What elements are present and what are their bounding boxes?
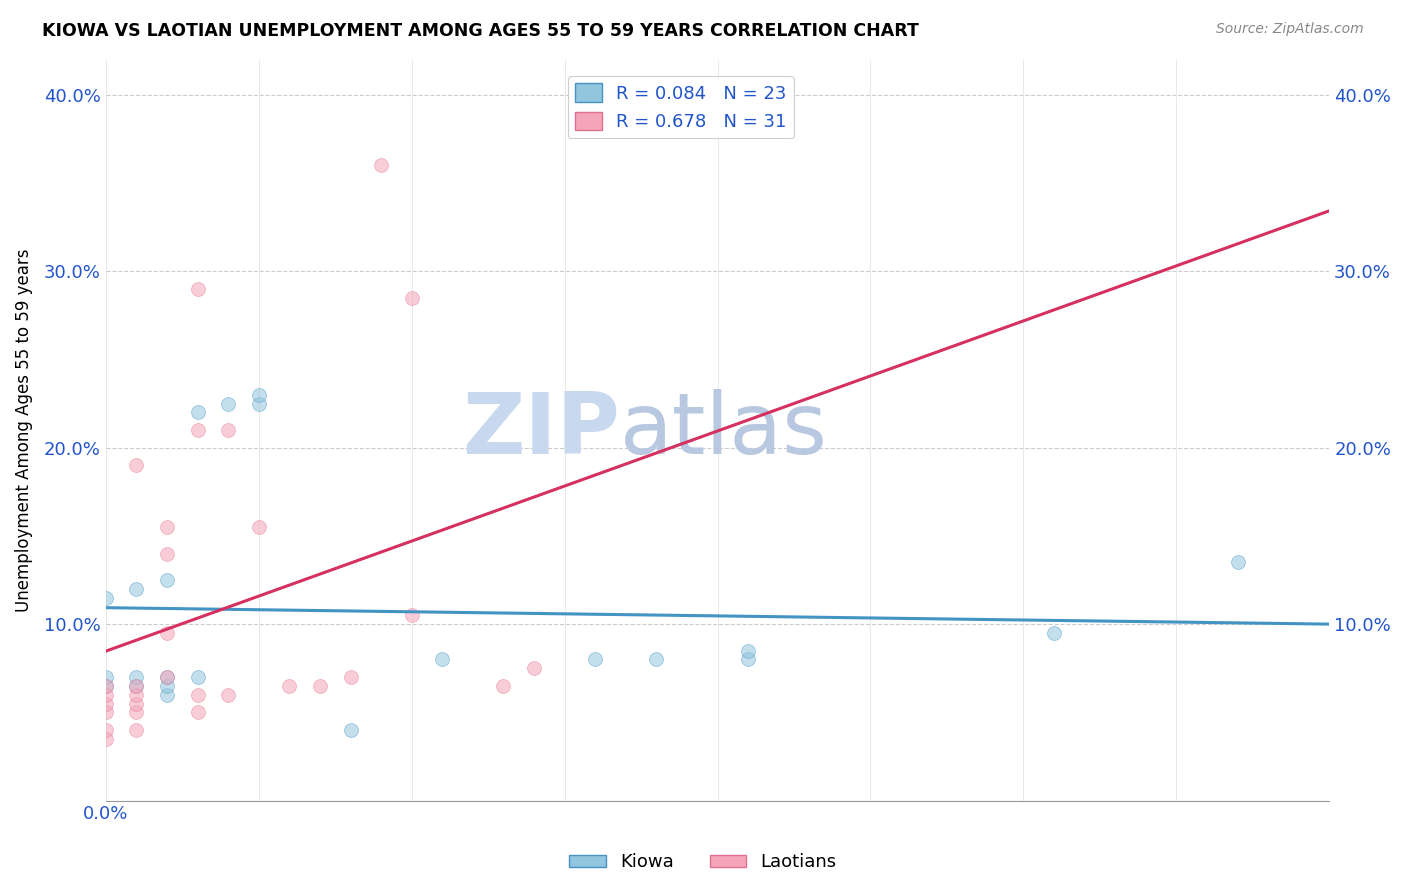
Point: [737, 643, 759, 657]
Point: [156, 573, 179, 587]
Point: [217, 688, 239, 702]
Point: [94, 706, 117, 720]
Point: [247, 397, 270, 411]
Point: [125, 688, 148, 702]
Legend: R = 0.084   N = 23, R = 0.678   N = 31: R = 0.084 N = 23, R = 0.678 N = 31: [568, 76, 794, 138]
Point: [401, 291, 423, 305]
Point: [523, 661, 546, 675]
Point: [156, 626, 179, 640]
Point: [187, 423, 209, 437]
Point: [156, 670, 179, 684]
Text: atlas: atlas: [620, 389, 828, 472]
Point: [492, 679, 515, 693]
Point: [94, 679, 117, 693]
Y-axis label: Unemployment Among Ages 55 to 59 years: Unemployment Among Ages 55 to 59 years: [15, 248, 32, 612]
Legend: Kiowa, Laotians: Kiowa, Laotians: [562, 847, 844, 879]
Point: [737, 652, 759, 666]
Text: KIOWA VS LAOTIAN UNEMPLOYMENT AMONG AGES 55 TO 59 YEARS CORRELATION CHART: KIOWA VS LAOTIAN UNEMPLOYMENT AMONG AGES…: [42, 22, 920, 40]
Point: [1226, 556, 1249, 570]
Point: [94, 679, 117, 693]
Point: [94, 731, 117, 746]
Point: [217, 397, 239, 411]
Point: [125, 723, 148, 737]
Point: [94, 697, 117, 711]
Point: [432, 652, 454, 666]
Point: [156, 520, 179, 534]
Point: [187, 688, 209, 702]
Point: [187, 282, 209, 296]
Point: [125, 679, 148, 693]
Point: [156, 547, 179, 561]
Point: [125, 670, 148, 684]
Point: [1043, 626, 1066, 640]
Point: [125, 697, 148, 711]
Text: ZIP: ZIP: [463, 389, 620, 472]
Point: [583, 652, 606, 666]
Point: [401, 608, 423, 623]
Point: [125, 582, 148, 596]
Point: [125, 679, 148, 693]
Point: [339, 670, 361, 684]
Point: [125, 706, 148, 720]
Point: [187, 706, 209, 720]
Point: [278, 679, 301, 693]
Point: [247, 520, 270, 534]
Point: [187, 670, 209, 684]
Point: [156, 688, 179, 702]
Point: [187, 405, 209, 419]
Point: [156, 670, 179, 684]
Point: [339, 723, 361, 737]
Point: [156, 679, 179, 693]
Point: [247, 388, 270, 402]
Point: [217, 423, 239, 437]
Point: [370, 158, 392, 172]
Text: Source: ZipAtlas.com: Source: ZipAtlas.com: [1216, 22, 1364, 37]
Point: [94, 670, 117, 684]
Point: [94, 723, 117, 737]
Point: [94, 688, 117, 702]
Point: [125, 458, 148, 473]
Point: [309, 679, 332, 693]
Point: [645, 652, 668, 666]
Point: [94, 591, 117, 605]
